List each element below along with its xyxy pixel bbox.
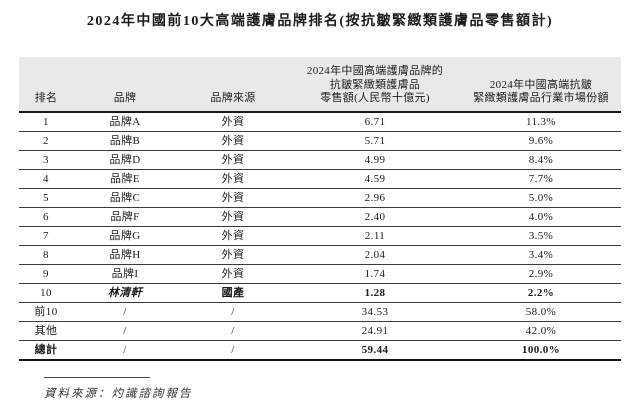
cell-brand: 品牌B [73,131,177,151]
cell-share: 2.2% [461,283,621,303]
cell-rank: 前10 [19,302,73,322]
cell-rank: 1 [19,111,73,132]
cell-value: 6.71 [289,111,461,132]
cell-share: 100.0% [461,340,621,361]
table-row: 10 林清軒 國產 1.28 2.2% [19,283,621,303]
cell-rank: 7 [19,226,73,246]
cell-share: 4.0% [461,207,621,227]
column-header-rank: 排名 [19,57,73,113]
cell-rank: 總計 [19,340,73,361]
source-note: 資料來源：灼識諮詢報告 [44,387,193,400]
cell-brand: 品牌I [73,264,177,284]
cell-value: 2.40 [289,207,461,227]
cell-brand: 林清軒 [73,283,177,303]
cell-value: 2.96 [289,188,461,208]
cell-brand: 品牌D [73,150,177,170]
table-row: 6 品牌F 外資 2.40 4.0% [19,207,621,227]
cell-brand: / [73,302,177,322]
cell-origin: 外資 [177,264,289,284]
table-header: 排名 品牌 品牌來源 2024年中國高端護膚品牌的 抗皺緊緻類護膚品 零售額(人… [19,57,621,113]
cell-origin: / [177,302,289,322]
cell-brand: 品牌A [73,111,177,132]
cell-value: 1.28 [289,283,461,303]
table-row: 9 品牌I 外資 1.74 2.9% [19,264,621,284]
cell-brand: 品牌F [73,207,177,227]
cell-rank: 8 [19,245,73,265]
cell-value: 24.91 [289,321,461,341]
document-title: 2024年中國前10大高端護膚品牌排名(按抗皺緊緻類護膚品零售額計) [86,14,554,29]
cell-share: 58.0% [461,302,621,322]
cell-rank: 3 [19,150,73,170]
cell-brand: / [73,340,177,361]
table-row: 其他 / / 24.91 42.0% [19,321,621,341]
cell-brand: 品牌G [73,226,177,246]
cell-share: 9.6% [461,131,621,151]
cell-rank: 2 [19,131,73,151]
cell-value: 1.74 [289,264,461,284]
table-row: 前10 / / 34.53 58.0% [19,302,621,322]
cell-share: 5.0% [461,188,621,208]
cell-rank: 其他 [19,321,73,341]
cell-origin: 國產 [177,283,289,303]
cell-brand: 品牌C [73,188,177,208]
cell-share: 11.3% [461,111,621,132]
cell-value: 59.44 [289,340,461,361]
column-header-share: 2024年中國高端抗皺 緊緻類護膚品行業市場份額 [461,57,621,113]
table-body: 1 品牌A 外資 6.71 11.3% 2 品牌B 外資 5.71 9.6% 3… [19,111,621,361]
column-header-value: 2024年中國高端護膚品牌的 抗皺緊緻類護膚品 零售額(人民幣十億元) [289,57,461,113]
cell-origin: 外資 [177,131,289,151]
table-row: 1 品牌A 外資 6.71 11.3% [19,111,621,132]
cell-brand: 品牌E [73,169,177,189]
cell-rank: 9 [19,264,73,284]
cell-share: 3.4% [461,245,621,265]
cell-value: 2.11 [289,226,461,246]
cell-origin: 外資 [177,226,289,246]
cell-rank: 4 [19,169,73,189]
cell-rank: 6 [19,207,73,227]
cell-brand: / [73,321,177,341]
cell-share: 42.0% [461,321,621,341]
cell-value: 34.53 [289,302,461,322]
cell-origin: 外資 [177,245,289,265]
table-row: 總計 / / 59.44 100.0% [19,340,621,361]
table-row: 4 品牌E 外資 4.59 7.7% [19,169,621,189]
header-row: 排名 品牌 品牌來源 2024年中國高端護膚品牌的 抗皺緊緻類護膚品 零售額(人… [19,57,621,113]
cell-rank: 10 [19,283,73,303]
cell-brand: 品牌H [73,245,177,265]
table-row: 3 品牌D 外資 4.99 8.4% [19,150,621,170]
table-row: 7 品牌G 外資 2.11 3.5% [19,226,621,246]
table-row: 2 品牌B 外資 5.71 9.6% [19,131,621,151]
cell-share: 2.9% [461,264,621,284]
cell-origin: 外資 [177,111,289,132]
cell-value: 4.99 [289,150,461,170]
brand-ranking-table: 排名 品牌 品牌來源 2024年中國高端護膚品牌的 抗皺緊緻類護膚品 零售額(人… [19,57,621,361]
source-divider [44,376,150,378]
column-header-brand: 品牌 [73,57,177,113]
table-row: 8 品牌H 外資 2.04 3.4% [19,245,621,265]
cell-share: 7.7% [461,169,621,189]
cell-value: 4.59 [289,169,461,189]
cell-origin: 外資 [177,150,289,170]
cell-origin: 外資 [177,188,289,208]
cell-share: 8.4% [461,150,621,170]
cell-value: 2.04 [289,245,461,265]
cell-origin: / [177,340,289,361]
cell-share: 3.5% [461,226,621,246]
cell-value: 5.71 [289,131,461,151]
table-row: 5 品牌C 外資 2.96 5.0% [19,188,621,208]
cell-origin: 外資 [177,207,289,227]
column-header-origin: 品牌來源 [177,57,289,113]
cell-rank: 5 [19,188,73,208]
cell-origin: 外資 [177,169,289,189]
cell-origin: / [177,321,289,341]
